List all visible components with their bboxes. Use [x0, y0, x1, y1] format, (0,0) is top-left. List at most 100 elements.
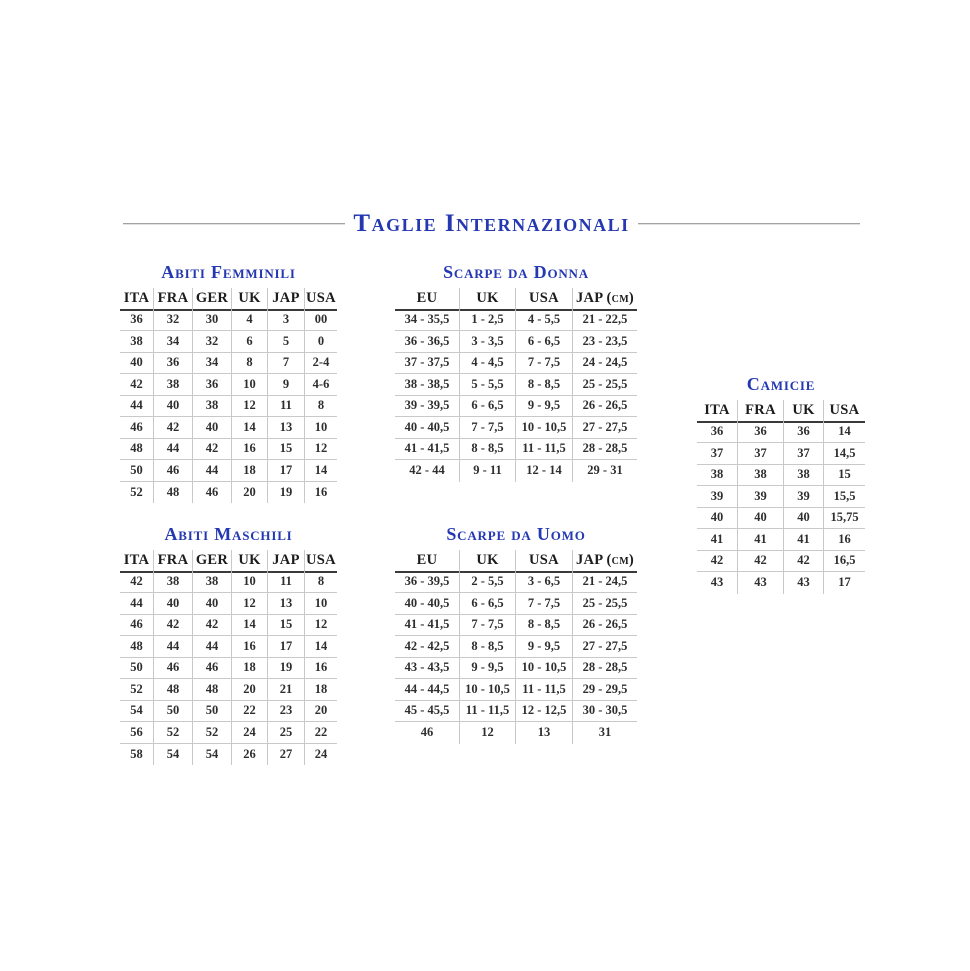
table-cell: 14	[824, 422, 865, 443]
table-cell: 18	[305, 679, 337, 701]
column-header: GER	[193, 550, 232, 573]
table-cell: 25 - 25,5	[573, 374, 637, 396]
table-cell: 54	[154, 743, 193, 765]
table-cell: 27	[268, 743, 305, 765]
column-header: FRA	[738, 400, 784, 423]
table-cell: 41	[784, 529, 824, 551]
table-cell: 48	[120, 438, 154, 460]
table-cell: 10	[232, 571, 268, 593]
table-cell: 14	[305, 460, 337, 482]
table-cell: 42	[193, 438, 232, 460]
table-cell: 26 - 26,5	[573, 396, 637, 417]
table-cell: 11 - 11,5	[460, 700, 516, 722]
table-cell: 25 - 25,5	[573, 593, 637, 615]
scarpe-da-uomo-section: Scarpe da Uomo EU UK USA JAP (cm) 36 - 39,5 2…	[395, 524, 637, 744]
table-cell: 6 - 6,5	[460, 593, 516, 615]
table-cell: 36	[738, 421, 784, 443]
table-cell: 52	[193, 722, 232, 744]
column-header: UK	[784, 400, 824, 423]
column-header: USA	[824, 400, 865, 423]
table-cell: 21	[268, 679, 305, 701]
table-cell: 40	[193, 593, 232, 615]
table-cell: 8	[305, 572, 337, 593]
table-cell: 6	[232, 331, 268, 353]
table-cell: 2 - 5,5	[460, 571, 516, 593]
table-cell: 52	[120, 679, 154, 701]
column-header: USA	[305, 288, 337, 311]
table-cell: 1 - 2,5	[460, 309, 516, 331]
table-cell: 48	[193, 679, 232, 701]
table-cell: 11	[268, 571, 305, 593]
table-cell: 38	[193, 395, 232, 417]
table-cell: 19	[268, 657, 305, 679]
table-cell: 46	[395, 722, 460, 744]
scarpe-da-uomo-table: EU UK USA JAP (cm) 36 - 39,5 2 - 5,5 3 - 6,5 21…	[395, 550, 637, 744]
table-cell: 26	[232, 743, 268, 765]
scarpe-da-donna-title: Scarpe da Donna	[443, 262, 589, 282]
column-header: JAP	[268, 550, 305, 573]
table-cell: 8 - 8,5	[516, 374, 573, 396]
table-cell: 48	[154, 679, 193, 701]
table-cell: 31	[598, 725, 612, 740]
table-cell: 44	[193, 460, 232, 482]
table-cell: 39	[697, 486, 738, 508]
table-cell: 36	[154, 352, 193, 374]
table-cell: 46	[120, 614, 154, 636]
table-cell: 36 - 36,5	[395, 331, 460, 353]
table-cell: 48	[120, 636, 154, 658]
table-cell: 16	[824, 529, 865, 551]
table-cell: 42 - 42,5	[395, 636, 460, 658]
table-cell: 3	[268, 309, 305, 331]
table-cell: 38	[154, 374, 193, 396]
table-cell: 44	[154, 438, 193, 460]
table-cell: 41	[697, 529, 738, 551]
camicie-title: Camicie	[746, 374, 816, 394]
table-cell: 56	[120, 722, 154, 744]
title-rule-left	[123, 223, 346, 225]
table-cell: 40	[738, 507, 784, 529]
table-cell: 2-4	[305, 353, 337, 374]
table-cell: 11 - 11,5	[516, 438, 573, 460]
table-cell: 40	[120, 352, 154, 374]
column-header: ITA	[120, 288, 154, 311]
table-cell: 46	[193, 657, 232, 679]
table-cell: 26 - 26,5	[573, 615, 637, 636]
table-cell: 20	[232, 679, 268, 701]
table-cell: 4	[232, 309, 268, 331]
table-cell: 23 - 23,5	[573, 331, 637, 353]
table-cell: 12	[232, 395, 268, 417]
table-cell: 54	[193, 743, 232, 765]
table-cell: 7	[268, 352, 305, 374]
table-cell: 34	[193, 352, 232, 374]
table-cell: 45 - 45,5	[395, 700, 460, 722]
table-cell: 38 - 38,5	[395, 374, 460, 396]
table-cell: 42	[154, 417, 193, 439]
table-cell: 44	[154, 636, 193, 658]
table-cell: 38	[738, 464, 784, 486]
column-header: USA	[516, 550, 573, 573]
column-header: GER	[193, 288, 232, 311]
table-cell: 27 - 27,5	[573, 417, 637, 439]
table-cell: 7 - 7,5	[516, 593, 573, 615]
table-cell: 21 - 22,5	[573, 310, 637, 331]
table-cell: 8	[232, 352, 268, 374]
table-cell: 42	[193, 614, 232, 636]
table-cell: 16	[314, 484, 328, 499]
table-cell: 4-6	[305, 374, 337, 396]
column-header: JAP (cm)	[573, 288, 637, 311]
table-cell: 50	[193, 700, 232, 722]
table-cell: 39	[784, 486, 824, 508]
column-header: FRA	[154, 288, 193, 311]
table-cell: 10 - 10,5	[460, 679, 516, 701]
table-cell: 40	[193, 417, 232, 439]
column-header: UK	[232, 288, 268, 311]
table-cell: 40 - 40,5	[395, 593, 460, 615]
table-cell: 17	[268, 636, 305, 658]
table-cell: 39 - 39,5	[395, 395, 460, 417]
table-cell: 21 - 24,5	[573, 572, 637, 593]
table-cell: 43	[697, 572, 738, 594]
table-cell: 38	[697, 464, 738, 486]
scarpe-da-donna-section: Scarpe da Donna EU UK USA JAP (cm) 34 - 35,5…	[395, 262, 637, 482]
column-header: FRA	[154, 550, 193, 573]
table-cell: 38	[193, 571, 232, 593]
